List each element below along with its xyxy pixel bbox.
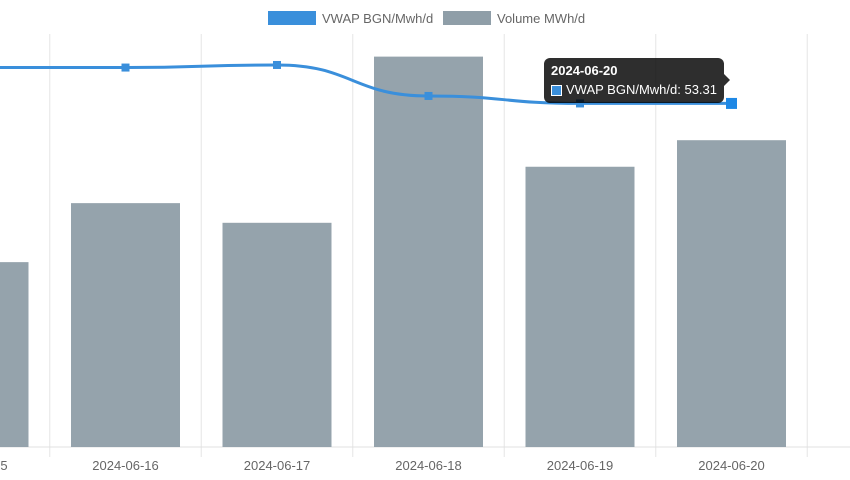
volume-bar-2024-06-18[interactable] <box>374 56 483 447</box>
tooltip-swatch <box>551 84 562 96</box>
x-tick-label-2: 2024-06-17 <box>244 458 311 473</box>
legend-swatch-volume <box>443 11 491 25</box>
x-tick-label-3: 2024-06-18 <box>395 458 462 473</box>
vwap-line <box>0 60 737 109</box>
tooltip-label: VWAP BGN/Mwh/d: 53.31 <box>566 82 718 97</box>
tooltip-caret <box>724 74 730 86</box>
vwap-point-2024-06-19[interactable] <box>576 99 584 108</box>
vwap-point-2024-06-20[interactable] <box>726 97 737 109</box>
tooltip-title: 2024-06-20 <box>551 63 618 78</box>
volume-bars <box>0 56 786 447</box>
vwap-line-path <box>0 63 732 105</box>
volume-bar-2024-06-16[interactable] <box>71 203 180 447</box>
x-tick-label-0: 5 <box>0 458 7 473</box>
legend-item-vwap[interactable]: VWAP BGN/Mwh/d <box>268 8 433 28</box>
x-axis-ticks: 5 2024-06-16 2024-06-17 2024-06-18 2024-06-1… <box>0 458 764 473</box>
tooltip: 2024-06-20 VWAP BGN/Mwh/d: 53.31 <box>544 58 724 103</box>
x-tick-label-5: 2024-06-20 <box>698 458 765 473</box>
tooltip-row: VWAP BGN/Mwh/d: 53.31 <box>551 81 717 99</box>
legend: VWAP BGN/Mwh/d Volume MWh/d <box>0 8 850 28</box>
vwap-point-2024-06-17[interactable] <box>273 60 281 69</box>
legend-swatch-vwap <box>268 11 316 25</box>
x-tick-label-4: 2024-06-19 <box>547 458 614 473</box>
volume-bar-2024-06-17[interactable] <box>222 222 332 447</box>
vwap-point-2024-06-18[interactable] <box>424 91 433 100</box>
legend-label-vwap: VWAP BGN/Mwh/d <box>322 10 434 26</box>
x-tick-label-1: 2024-06-16 <box>92 458 159 473</box>
legend-label-volume: Volume MWh/d <box>497 10 586 26</box>
volume-bar-2024-06-15[interactable] <box>0 262 29 447</box>
vwap-point-2024-06-16[interactable] <box>121 63 130 72</box>
volume-bar-2024-06-19[interactable] <box>525 166 635 447</box>
volume-bar-2024-06-20[interactable] <box>677 140 786 447</box>
legend-item-volume[interactable]: Volume MWh/d <box>443 8 585 28</box>
